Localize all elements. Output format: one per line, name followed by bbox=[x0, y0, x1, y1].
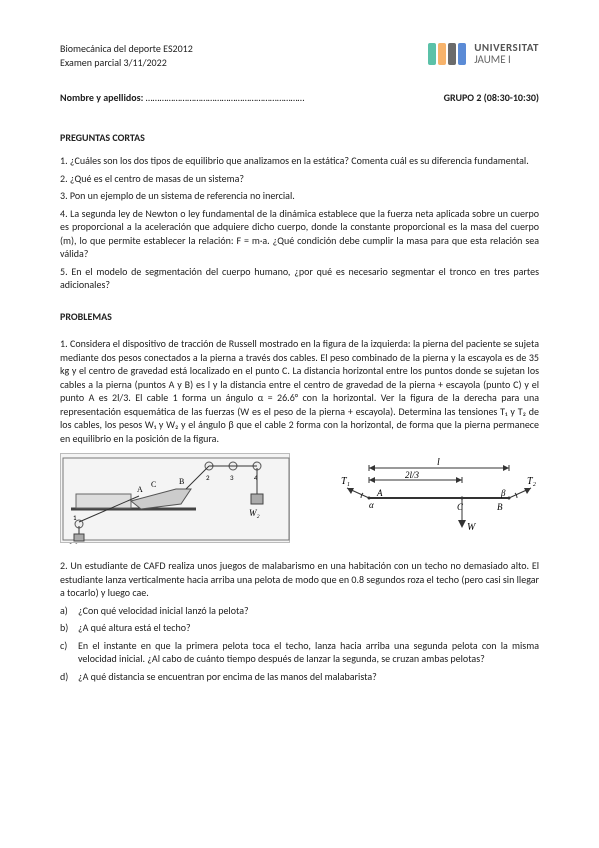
svg-text:l: l bbox=[437, 458, 440, 468]
logo-text: UNIVERSITAT JAUME I bbox=[474, 42, 539, 65]
header-left: Biomecánica del deporte ES2012 Examen pa… bbox=[60, 42, 193, 69]
university-logo: UNIVERSITAT JAUME I bbox=[428, 42, 539, 65]
item-marker: c) bbox=[60, 639, 67, 653]
svg-text:W: W bbox=[467, 522, 477, 533]
short-questions-heading: PREGUNTAS CORTAS bbox=[60, 131, 539, 145]
name-label: Nombre y apellidos: bbox=[60, 91, 146, 104]
svg-text:A: A bbox=[376, 488, 383, 498]
item-marker: d) bbox=[60, 670, 68, 684]
svg-text:3: 3 bbox=[230, 473, 234, 482]
name-row: Nombre y apellidos: ……………………………………………………… bbox=[60, 91, 539, 105]
course-title: Biomecánica del deporte ES2012 bbox=[60, 42, 193, 56]
svg-text:C: C bbox=[151, 480, 156, 489]
list-item: a) ¿Con qué velocidad inicial lanzó la p… bbox=[78, 604, 539, 618]
problem-2-text: 2. Un estudiante de CAFD realiza unos ju… bbox=[60, 559, 539, 600]
svg-text:T₁: T₁ bbox=[341, 476, 350, 487]
logo-bars-icon bbox=[428, 43, 466, 65]
svg-text:β: β bbox=[500, 488, 506, 498]
logo-line1: UNIVERSITAT bbox=[474, 42, 539, 54]
short-questions-section: PREGUNTAS CORTAS 1. ¿Cuáles son los dos … bbox=[60, 131, 539, 292]
svg-text:T₂: T₂ bbox=[527, 476, 537, 487]
sq-item: 1. ¿Cuáles son los dos tipos de equilibr… bbox=[60, 154, 539, 168]
svg-text:2: 2 bbox=[206, 473, 210, 482]
force-diagram-svg-icon: l 2l/3 A C B T₁ α bbox=[339, 458, 539, 538]
item-text: ¿A qué altura está el techo? bbox=[78, 621, 191, 634]
item-text: En el instante en que la primera pelota … bbox=[78, 639, 539, 666]
item-marker: a) bbox=[60, 604, 68, 618]
page-header: Biomecánica del deporte ES2012 Examen pa… bbox=[60, 42, 539, 69]
item-text: ¿Con qué velocidad inicial lanzó la pelo… bbox=[78, 604, 249, 617]
exam-line: Examen parcial 3/11/2022 bbox=[60, 56, 193, 70]
figure-traction-device: C B A 2 3 4 1 W₁ bbox=[60, 453, 290, 543]
group-label: GRUPO 2 (08:30-10:30) bbox=[444, 91, 539, 105]
figure-force-diagram: l 2l/3 A C B T₁ α bbox=[339, 458, 539, 538]
svg-text:B: B bbox=[179, 477, 184, 486]
svg-text:A: A bbox=[137, 485, 143, 494]
svg-text:α: α bbox=[369, 500, 374, 510]
item-text: ¿A qué distancia se encuentran por encim… bbox=[78, 670, 377, 683]
item-marker: b) bbox=[60, 621, 68, 635]
svg-text:1: 1 bbox=[73, 513, 77, 522]
problem-1-text: 1. Considera el dispositivo de tracción … bbox=[60, 337, 539, 445]
sq-item: 5. En el modelo de segmentación del cuer… bbox=[60, 265, 539, 292]
name-dots: …………………………………………………………… bbox=[146, 91, 305, 104]
logo-line2: JAUME I bbox=[474, 54, 539, 66]
svg-text:W₁: W₁ bbox=[69, 542, 80, 544]
traction-svg-icon: C B A 2 3 4 1 W₁ bbox=[61, 454, 291, 544]
sq-item: 3. Pon un ejemplo de un sistema de refer… bbox=[60, 189, 539, 203]
svg-text:2l/3: 2l/3 bbox=[405, 470, 420, 480]
svg-text:C: C bbox=[457, 502, 464, 512]
problems-heading: PROBLEMAS bbox=[60, 310, 539, 324]
list-item: d) ¿A qué distancia se encuentran por en… bbox=[78, 670, 539, 684]
name-label-block: Nombre y apellidos: ……………………………………………………… bbox=[60, 91, 304, 105]
svg-text:W₂: W₂ bbox=[249, 508, 260, 518]
svg-text:B: B bbox=[497, 502, 503, 512]
sq-item: 4. La segunda ley de Newton o ley fundam… bbox=[60, 207, 539, 261]
list-item: c) En el instante en que la primera pelo… bbox=[78, 639, 539, 666]
sq-item: 2. ¿Qué es el centro de masas de un sist… bbox=[60, 172, 539, 186]
figure-row: C B A 2 3 4 1 W₁ bbox=[60, 453, 539, 543]
list-item: b) ¿A qué altura está el techo? bbox=[78, 621, 539, 635]
problems-section: PROBLEMAS 1. Considera el dispositivo de… bbox=[60, 310, 539, 684]
problem-2-subitems: a) ¿Con qué velocidad inicial lanzó la p… bbox=[60, 604, 539, 684]
